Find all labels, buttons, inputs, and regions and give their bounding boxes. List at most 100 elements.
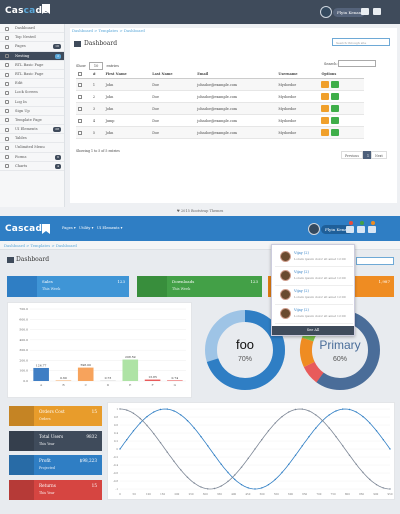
message-body: Lorem ipsum dolor sit amet 12:00 [294,257,346,261]
tile-title: Returns [39,482,56,488]
message-item[interactable]: Vijay (2) Lorem ipsum dolor sit amet 12:0… [275,305,353,324]
pager-next[interactable]: Next [371,151,387,159]
delete-button[interactable] [331,117,340,124]
sidebar-item[interactable]: Pages 16 [0,42,64,52]
menu-icon [5,54,9,59]
entries-select[interactable]: 10 [88,62,104,70]
delete-button[interactable] [331,129,340,136]
x-tick-label: 700 [316,492,321,496]
user-name-2[interactable]: Flyin Kenan [321,225,354,234]
row-checkbox[interactable] [78,82,82,87]
sidebar-item[interactable]: Template Page [0,116,64,126]
sidebar-item[interactable]: Unlimited Menu [0,143,64,153]
tile-sub: This Year [39,441,55,446]
edit-button[interactable] [321,129,330,136]
sidebar-item-label: Dashboard [15,26,35,30]
edit-button[interactable] [321,93,330,100]
sidebar-item[interactable]: RTL Basic Page [0,61,64,70]
mail-icon[interactable] [361,8,369,15]
table-cell: Doe [150,114,196,127]
brand-logo[interactable]: Cascade [5,6,49,16]
message-item[interactable]: Vijay (2) Lorem ipsum dolor sit amet 12:0… [275,267,353,286]
sidebar-item[interactable]: Nesting 2 [0,51,64,61]
see-all-button[interactable]: See All [272,326,354,335]
delete-button[interactable] [331,81,340,88]
breadcrumb-2[interactable]: Dashboard > Templates > Dashboard [4,243,77,248]
user-avatar[interactable] [320,6,332,18]
bar [167,380,183,381]
settings-icon[interactable] [368,226,376,233]
x-tick-label: 350 [217,492,222,496]
user-name[interactable]: Flyin Kenan [333,8,366,17]
column-header[interactable]: Last Name [150,70,196,79]
info-tile[interactable]: Returns This Year 15 [9,479,102,500]
edit-button[interactable] [321,117,330,124]
bar [33,367,49,381]
avatar [280,289,291,300]
x-tick-label: 900 [373,492,378,496]
column-header[interactable]: Email [195,70,277,79]
y-tick-label: 0.4 [114,431,118,435]
table-cell: Mydoedoe [276,90,320,103]
site-search-input-2[interactable] [356,257,394,265]
column-header[interactable]: Username [276,70,320,79]
sidebar-item[interactable]: RTL Basic Page [0,70,64,80]
x-tick-label: 300 [203,492,208,496]
top-header: Cascade Flyin Kenan [0,0,400,24]
sidebar-item[interactable]: Edit [0,79,64,89]
select-all-checkbox[interactable] [78,72,82,76]
badge-dot [371,221,375,225]
nav-ui-elements[interactable]: UI Elements [96,226,120,230]
tile-title: Total Users [39,433,64,439]
row-checkbox[interactable] [78,106,82,111]
y-tick-label: 200.0 [19,358,28,362]
x-tick-label: 250 [189,492,194,496]
edit-button[interactable] [321,81,330,88]
nav-pages[interactable]: Pages [62,226,73,230]
mail-icon-2[interactable] [346,226,354,233]
table-cell: 5 [90,126,104,139]
sidebar-item[interactable]: Charts 4 [0,162,64,171]
bookmark-icon[interactable] [42,4,50,14]
bookmark-icon-2[interactable] [42,224,50,234]
message-item[interactable]: Vijay (2) Lorem ipsum dolor sit amet 12:0… [275,248,353,267]
row-checkbox[interactable] [78,94,82,99]
sidebar-item[interactable]: Forms 6 [0,153,64,162]
delete-button[interactable] [331,105,340,112]
breadcrumb[interactable]: Dashboard > Templates > Dashboard [72,28,145,33]
message-title: Vijay (2) [294,308,309,312]
sidebar: Dashboard Top Nested Pages 16 Nesting 2 RTL Ba… [0,24,65,207]
brand-logo-2[interactable]: Cascade [5,224,49,234]
donut-segment [300,310,380,390]
delete-button[interactable] [331,93,340,100]
info-tile[interactable]: Profit Projected $98,223 [9,455,102,475]
row-checkbox[interactable] [78,118,82,123]
user-avatar-2[interactable] [308,223,320,235]
table-search-input[interactable] [338,60,376,67]
nav-utility[interactable]: Utility [79,226,91,230]
menu-icon [5,26,9,31]
message-item[interactable]: Vijay (2) Lorem ipsum dolor sit amet 12:0… [275,286,353,305]
sidebar-item[interactable]: Tables [0,134,64,144]
y-tick-label: -0.2 [113,455,118,459]
sidebar-item[interactable]: Log In [0,98,64,107]
y-tick-label: 0.8 [114,415,118,419]
row-checkbox[interactable] [78,130,82,135]
sidebar-item[interactable]: Dashboard [0,24,64,34]
bell-icon[interactable] [373,8,381,15]
series-line [119,408,391,490]
edit-button[interactable] [321,105,330,112]
info-tile[interactable]: Total Users This Year 9832 [9,430,102,451]
column-header[interactable]: First Name [103,70,151,79]
count-badge: 16 [53,44,61,50]
column-header[interactable]: Options [319,70,364,79]
sidebar-item[interactable]: Lock Screen [0,88,64,98]
bell-icon-2[interactable] [357,226,365,233]
sidebar-item[interactable]: Sign Up [0,107,64,116]
info-tile[interactable]: Orders Cost Orders 15 [9,406,102,426]
pager-previous[interactable]: Previous [341,151,363,159]
sidebar-item[interactable]: Top Nested [0,33,64,43]
column-header[interactable]: # [90,70,104,79]
sidebar-item[interactable]: UI Elements 28 [0,125,64,135]
site-search-input[interactable]: Search through site [332,38,390,46]
